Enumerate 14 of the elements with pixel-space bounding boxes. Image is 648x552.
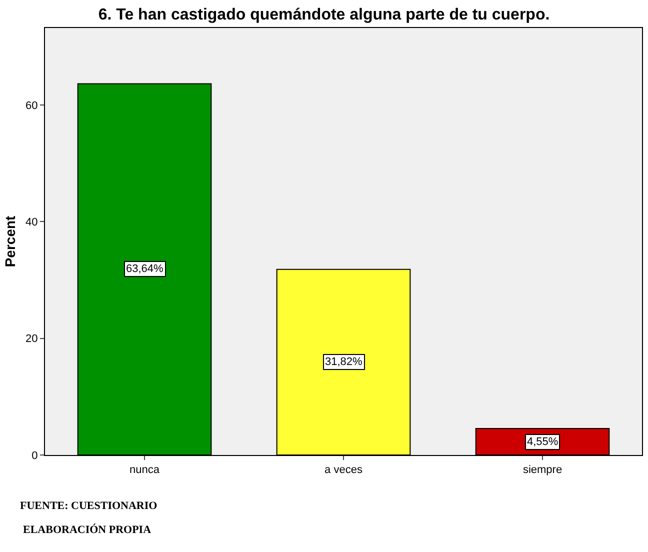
text: ELABORACIÓN PROPIA xyxy=(23,523,152,536)
source-note: FUENTE: CUESTIONARIO xyxy=(20,500,158,512)
y-tick-label: 20 xyxy=(26,333,38,346)
data-label: 63,64% xyxy=(126,263,164,275)
y-tick-label: 0 xyxy=(32,450,38,462)
chart-title: 6. Te han castigado quemándote alguna parte de tu cuerpo. xyxy=(98,6,550,24)
x-tick-label: siempre xyxy=(522,464,562,476)
y-tick-label: 40 xyxy=(26,216,38,229)
y-axis-title: Percent xyxy=(2,215,18,268)
data-label: 4,55% xyxy=(527,436,558,448)
x-tick-label: a veces xyxy=(324,464,363,476)
x-tick-label: nunca xyxy=(130,464,160,476)
y-tick-label: 60 xyxy=(26,100,38,112)
data-label: 31,82% xyxy=(325,356,363,368)
